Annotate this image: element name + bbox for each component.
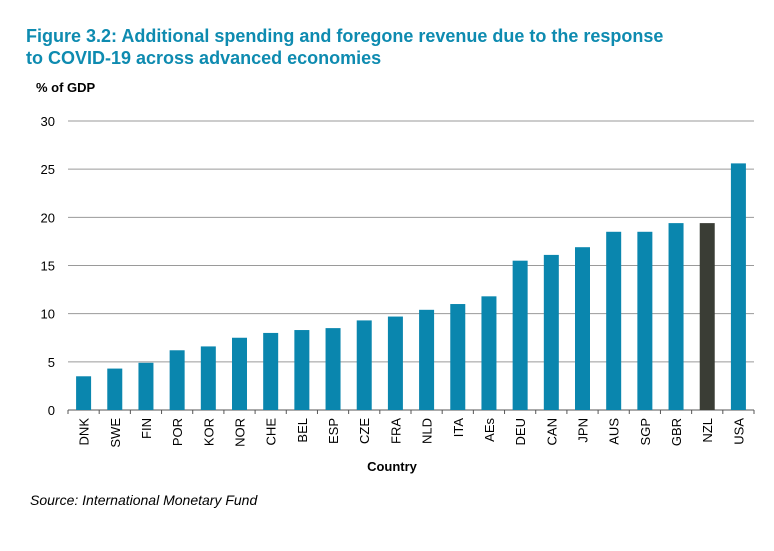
x-tick-label-can: CAN bbox=[544, 418, 559, 445]
bar-nzl bbox=[699, 223, 715, 410]
bar-gbr bbox=[668, 223, 684, 410]
y-axis-ticks: 0 5 10 15 20 25 30 bbox=[41, 114, 55, 418]
chart-title: Figure 3.2: Additional spending and fore… bbox=[26, 25, 766, 69]
y-tick-label: 20 bbox=[41, 210, 55, 225]
bar-deu bbox=[512, 260, 528, 410]
x-axis-ticks: DNK SWE FIN POR KOR NOR CHE BEL ESP CZE FRA NLD ITA A… bbox=[67, 410, 755, 448]
x-tick-label-aes: AEs bbox=[482, 418, 497, 442]
x-tick-label-usa: USA bbox=[731, 418, 746, 445]
x-tick-label-nor: NOR bbox=[233, 418, 248, 447]
x-tick-label-che: CHE bbox=[264, 418, 279, 446]
y-tick-label: 25 bbox=[41, 162, 55, 177]
bar-bel bbox=[294, 330, 310, 410]
chart-title-line-1: Figure 3.2: Additional spending and fore… bbox=[26, 26, 664, 46]
bars bbox=[76, 163, 746, 410]
x-tick-label-esp: ESP bbox=[326, 418, 341, 444]
bar-jpn bbox=[575, 247, 590, 410]
x-tick-label-kor: KOR bbox=[201, 418, 216, 446]
bar-esp bbox=[325, 328, 341, 410]
bar-sgp bbox=[637, 231, 653, 410]
source-note: Source: International Monetary Fund bbox=[30, 492, 258, 508]
x-tick-label-nld: NLD bbox=[420, 418, 435, 444]
x-tick-label-deu: DEU bbox=[513, 418, 528, 445]
y-axis-label: % of GDP bbox=[36, 80, 96, 95]
bar-cze bbox=[356, 320, 372, 410]
bar-fra bbox=[387, 316, 403, 410]
y-tick-label: 15 bbox=[41, 259, 55, 274]
x-tick-label-nzl: NZL bbox=[700, 418, 715, 443]
x-tick-label-bel: BEL bbox=[295, 418, 310, 443]
x-tick-label-swe: SWE bbox=[108, 418, 123, 448]
y-tick-label: 10 bbox=[41, 307, 55, 322]
y-tick-label: 0 bbox=[48, 403, 55, 418]
x-tick-label-cze: CZE bbox=[357, 418, 372, 444]
x-tick-label-dnk: DNK bbox=[77, 418, 92, 446]
bar-por bbox=[169, 350, 185, 410]
bar-kor bbox=[200, 346, 216, 410]
y-tick-label: 5 bbox=[48, 355, 55, 370]
x-tick-label-fra: FRA bbox=[388, 418, 403, 444]
x-tick-label-sgp: SGP bbox=[638, 418, 653, 445]
x-axis-label: Country bbox=[367, 459, 418, 474]
bar-aus bbox=[606, 231, 622, 410]
bar-dnk bbox=[76, 376, 92, 410]
chart-title-line-2: to COVID-19 across advanced economies bbox=[26, 48, 382, 68]
bar-can bbox=[543, 254, 559, 410]
bar-aes bbox=[481, 296, 497, 410]
bar-nor bbox=[232, 337, 247, 410]
x-tick-label-fin: FIN bbox=[139, 418, 154, 439]
bar-fin bbox=[138, 362, 154, 410]
bar-che bbox=[263, 332, 279, 410]
x-tick-label-jpn: JPN bbox=[576, 418, 591, 443]
y-tick-label: 30 bbox=[41, 114, 55, 129]
x-tick-label-por: POR bbox=[170, 418, 185, 446]
x-tick-label-aus: AUS bbox=[607, 418, 622, 445]
x-tick-label-gbr: GBR bbox=[669, 418, 684, 446]
x-tick-label-ita: ITA bbox=[451, 418, 466, 438]
bar-nld bbox=[419, 309, 435, 410]
bar-swe bbox=[107, 368, 123, 410]
bar-ita bbox=[450, 304, 466, 410]
bar-usa bbox=[730, 163, 746, 410]
